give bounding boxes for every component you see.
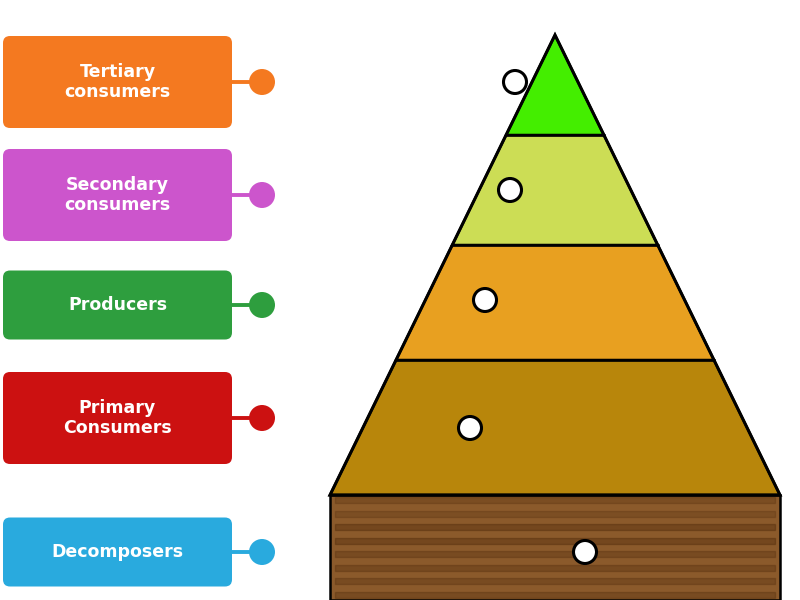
Circle shape <box>458 416 482 439</box>
Circle shape <box>249 539 275 565</box>
FancyBboxPatch shape <box>3 36 232 128</box>
Polygon shape <box>330 360 780 495</box>
Circle shape <box>474 289 497 311</box>
Circle shape <box>249 69 275 95</box>
Circle shape <box>249 292 275 318</box>
Text: Secondary
consumers: Secondary consumers <box>64 176 170 214</box>
Polygon shape <box>396 245 714 360</box>
Circle shape <box>249 405 275 431</box>
Polygon shape <box>506 35 604 135</box>
Circle shape <box>249 182 275 208</box>
FancyBboxPatch shape <box>3 149 232 241</box>
Circle shape <box>503 70 526 94</box>
Circle shape <box>498 179 522 202</box>
Circle shape <box>574 541 597 563</box>
Text: Primary
Consumers: Primary Consumers <box>63 398 172 437</box>
Polygon shape <box>330 495 780 600</box>
FancyBboxPatch shape <box>3 372 232 464</box>
Text: Decomposers: Decomposers <box>51 543 183 561</box>
Text: Tertiary
consumers: Tertiary consumers <box>64 62 170 101</box>
Polygon shape <box>452 135 658 245</box>
FancyBboxPatch shape <box>3 517 232 587</box>
FancyBboxPatch shape <box>3 271 232 340</box>
Text: Producers: Producers <box>68 296 167 314</box>
